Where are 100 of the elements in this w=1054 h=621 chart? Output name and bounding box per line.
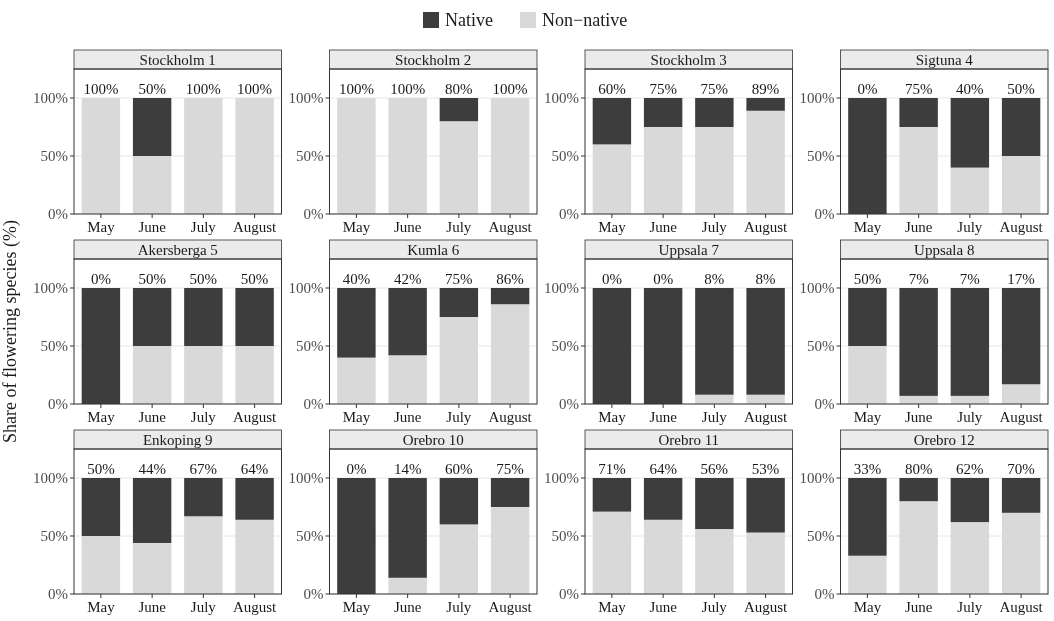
y-tick-label: 50% xyxy=(807,528,835,544)
bar xyxy=(1001,288,1041,385)
y-tick-label: 0% xyxy=(814,396,835,412)
x-tick-label: July xyxy=(190,409,217,425)
bar xyxy=(490,478,530,507)
bar xyxy=(950,522,990,594)
y-tick-label: 100% xyxy=(33,90,68,106)
bar xyxy=(695,98,734,127)
bar xyxy=(235,478,274,520)
bar xyxy=(950,478,990,523)
x-tick-label: July xyxy=(190,219,217,235)
x-tick-label: August xyxy=(999,409,1044,425)
bar xyxy=(439,288,479,317)
annotation: 75% xyxy=(904,81,933,97)
x-tick-label: May xyxy=(598,599,627,615)
x-tick-label: July xyxy=(957,409,983,425)
y-tick-label: 0% xyxy=(303,396,324,412)
x-tick-label: June xyxy=(904,409,933,425)
annotation: 7% xyxy=(908,271,929,287)
bar xyxy=(1001,384,1041,404)
annotation: 56% xyxy=(700,461,729,477)
y-tick-label: 50% xyxy=(807,148,835,164)
annotation: 50% xyxy=(240,271,269,287)
bar xyxy=(899,288,938,396)
bar xyxy=(235,519,274,594)
x-tick-label: May xyxy=(342,219,371,235)
annotation: 64% xyxy=(240,461,269,477)
y-tick-label: 0% xyxy=(303,206,324,222)
bar xyxy=(643,98,683,127)
annotation: 50% xyxy=(189,271,218,287)
bar xyxy=(439,524,479,594)
annotation: 60% xyxy=(598,81,626,97)
bar xyxy=(848,478,887,556)
chart-title: Uppsala 8 xyxy=(914,241,975,258)
bar xyxy=(1001,156,1041,214)
annotation: 100% xyxy=(338,81,374,97)
x-tick-label: August xyxy=(743,599,789,615)
x-tick-label: June xyxy=(393,219,422,235)
bar xyxy=(184,478,223,517)
x-tick-label: August xyxy=(743,409,789,425)
x-tick-label: May xyxy=(342,599,371,615)
chart-title: Stockholm 3 xyxy=(650,51,727,68)
x-tick-label: June xyxy=(138,599,167,615)
bar xyxy=(592,144,632,214)
x-tick-label: July xyxy=(957,599,983,615)
y-tick-label: 50% xyxy=(807,338,835,354)
bar xyxy=(643,478,683,520)
y-tick-label: 100% xyxy=(288,470,324,486)
x-tick-label: June xyxy=(393,409,422,425)
y-tick-label: 50% xyxy=(40,148,68,164)
y-tick-label: 0% xyxy=(559,206,579,222)
bar xyxy=(695,478,734,530)
bar xyxy=(490,288,530,305)
x-tick-label: May xyxy=(87,409,116,425)
y-tick-label: 100% xyxy=(799,470,835,486)
y-tick-label: 100% xyxy=(544,280,579,296)
x-tick-label: August xyxy=(999,599,1044,615)
annotation: 8% xyxy=(755,271,776,287)
bar xyxy=(899,501,938,594)
x-tick-label: May xyxy=(87,219,116,235)
y-tick-label: 100% xyxy=(33,280,68,296)
annotation: 70% xyxy=(1007,461,1035,477)
bar xyxy=(439,478,479,525)
annotation: 100% xyxy=(237,81,273,97)
annotation: 14% xyxy=(393,461,422,477)
bar xyxy=(746,478,785,533)
y-tick-label: 0% xyxy=(814,206,835,222)
y-tick-label: 50% xyxy=(296,148,324,164)
bar xyxy=(848,346,887,404)
x-tick-label: May xyxy=(342,409,371,425)
y-tick-label: 100% xyxy=(799,280,835,296)
y-tick-label: 0% xyxy=(303,586,324,602)
annotation: 0% xyxy=(601,271,622,287)
annotation: 71% xyxy=(598,461,626,477)
annotation: 60% xyxy=(445,461,473,477)
bar xyxy=(643,519,683,594)
bar xyxy=(388,577,427,594)
annotation: 62% xyxy=(956,461,984,477)
x-tick-label: June xyxy=(649,409,678,425)
annotation: 42% xyxy=(393,271,422,287)
y-tick-label: 50% xyxy=(40,528,68,544)
x-tick-label: July xyxy=(446,599,472,615)
bar xyxy=(695,529,734,594)
y-tick-label: 50% xyxy=(296,338,324,354)
annotation: 86% xyxy=(496,271,524,287)
bar xyxy=(592,98,632,145)
bar xyxy=(1001,512,1041,594)
chart-title: Stockholm 2 xyxy=(395,51,472,68)
bar xyxy=(490,304,530,404)
annotation: 40% xyxy=(342,271,371,287)
bar xyxy=(1001,478,1041,513)
bar xyxy=(848,555,887,594)
annotation: 8% xyxy=(704,271,725,287)
bar xyxy=(337,357,376,404)
annotation: 80% xyxy=(904,461,933,477)
annotation: 0% xyxy=(857,81,878,97)
annotation: 64% xyxy=(649,461,677,477)
y-tick-label: 0% xyxy=(814,586,835,602)
bar xyxy=(490,507,530,594)
bar xyxy=(1001,98,1041,156)
